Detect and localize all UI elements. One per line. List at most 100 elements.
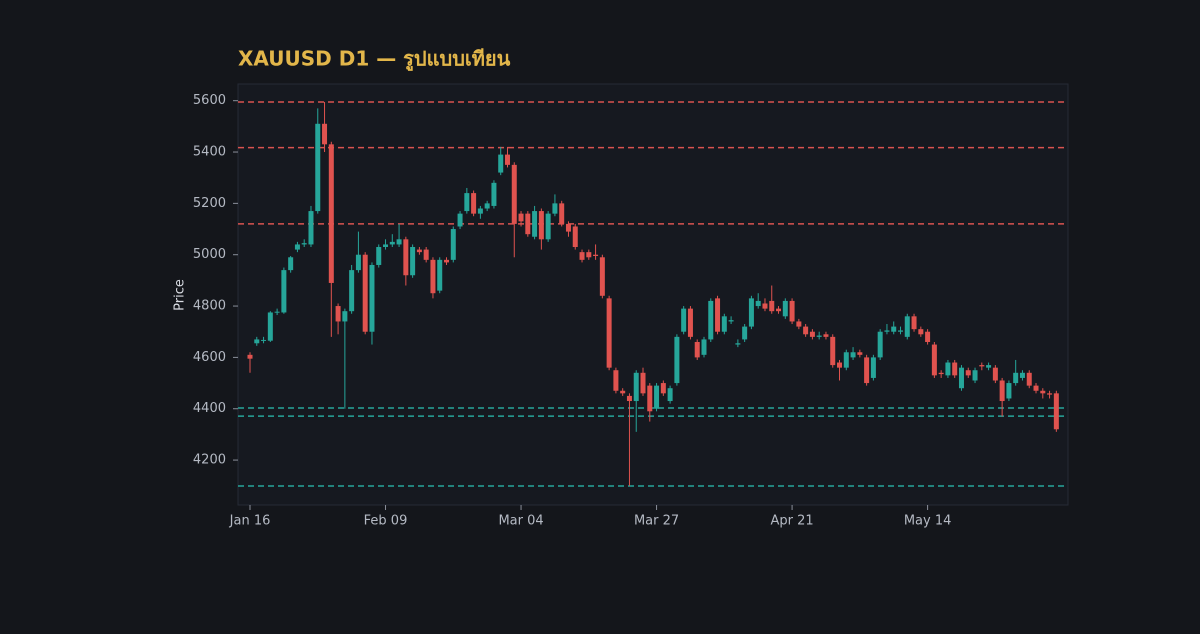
candle-body	[715, 298, 721, 332]
candle-body	[823, 334, 829, 337]
y-tick-label: 5400	[193, 145, 226, 160]
candle-body	[986, 365, 992, 368]
candle-body	[437, 259, 443, 291]
candle-body	[1047, 393, 1053, 395]
candle-body	[552, 203, 558, 214]
candle-body	[796, 321, 802, 327]
candle-body	[288, 257, 294, 271]
candle-body	[396, 239, 402, 245]
candle-body	[518, 213, 524, 222]
y-tick-label: 4200	[193, 453, 226, 468]
candle-body	[1053, 393, 1059, 430]
candle-body	[579, 252, 585, 260]
candle-body	[694, 341, 700, 358]
candle-body	[958, 367, 964, 389]
candle-body	[1033, 385, 1039, 391]
candle-body	[911, 316, 917, 330]
candle-body	[538, 211, 544, 240]
candle-body	[877, 331, 883, 358]
y-axis-label: Price	[173, 279, 188, 311]
candle-body	[891, 326, 897, 332]
candle-body	[782, 300, 788, 317]
candle-body	[511, 164, 517, 224]
candle-body	[803, 326, 809, 335]
candle-body	[884, 330, 890, 332]
candle-body	[403, 239, 409, 276]
candle-body	[410, 247, 416, 276]
candle-body	[979, 365, 985, 367]
x-tick-label: Mar 27	[634, 514, 679, 529]
x-tick-label: Apr 21	[770, 514, 813, 529]
candle-body	[999, 380, 1005, 402]
candle-body	[559, 203, 565, 224]
candle-body	[1019, 372, 1025, 378]
candle-body	[992, 367, 998, 381]
candle-body	[728, 320, 734, 322]
candle-body	[945, 362, 951, 376]
candle-body	[687, 308, 693, 337]
candle-body	[532, 211, 538, 237]
candle-body	[897, 330, 903, 332]
candle-body	[931, 344, 937, 376]
candle-body	[843, 352, 849, 368]
candle-body	[444, 259, 450, 263]
candle-body	[1013, 372, 1019, 384]
candle-body	[254, 339, 260, 344]
candle-body	[904, 316, 910, 337]
candle-body	[362, 254, 368, 332]
candle-body	[972, 370, 978, 381]
candle-body	[525, 213, 531, 235]
candle-body	[308, 211, 314, 245]
candle-body	[430, 259, 436, 294]
candle-body	[423, 249, 429, 260]
plot-area	[237, 83, 1069, 506]
candle-body	[261, 339, 267, 341]
candle-body	[491, 182, 497, 206]
candle-body	[633, 372, 639, 402]
candle-body	[613, 370, 619, 391]
candle-body	[837, 362, 843, 368]
candle-body	[471, 193, 477, 214]
candle-body	[389, 241, 395, 245]
y-tick-label: 5600	[193, 93, 226, 108]
x-tick-label: Feb 09	[364, 514, 408, 529]
candle-body	[484, 203, 490, 209]
candle-body	[864, 357, 870, 384]
candle-body	[626, 395, 632, 402]
candle-body	[925, 331, 931, 342]
y-tick-label: 4600	[193, 350, 226, 365]
candle-body	[1026, 372, 1032, 386]
candle-body	[918, 329, 924, 335]
y-tick-label: 4400	[193, 401, 226, 416]
candle-body	[870, 357, 876, 378]
candle-body	[816, 335, 822, 337]
x-tick-label: Jan 16	[229, 514, 271, 529]
candle-body	[369, 264, 375, 332]
candle-body	[328, 144, 334, 283]
candle-body	[416, 249, 422, 253]
candle-body	[606, 298, 612, 368]
candle-body	[545, 213, 551, 240]
candle-body	[850, 352, 856, 358]
y-tick-label: 5000	[193, 247, 226, 262]
y-tick-label: 4800	[193, 299, 226, 314]
candle-body	[457, 213, 463, 227]
candle-body	[586, 252, 592, 258]
candle-body	[965, 370, 971, 376]
candle-body	[274, 311, 280, 313]
candle-body	[349, 270, 355, 312]
candle-body	[742, 326, 748, 340]
candle-body	[1006, 383, 1012, 399]
candle-body	[322, 123, 328, 145]
x-tick-label: May 14	[904, 514, 952, 529]
candle-body	[342, 311, 348, 322]
candle-body	[315, 123, 321, 212]
candle-body	[708, 300, 714, 340]
candle-body	[450, 229, 456, 260]
candle-body	[952, 362, 958, 376]
candle-body	[599, 257, 605, 296]
candle-body	[660, 383, 666, 394]
candle-body	[735, 343, 741, 345]
